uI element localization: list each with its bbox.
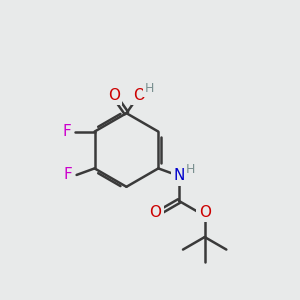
Text: O: O bbox=[149, 205, 161, 220]
Text: H: H bbox=[145, 82, 154, 95]
Text: O: O bbox=[108, 88, 120, 103]
Text: O: O bbox=[199, 205, 211, 220]
Text: F: F bbox=[63, 124, 72, 139]
Text: N: N bbox=[173, 169, 185, 184]
Text: H: H bbox=[186, 163, 195, 176]
Text: O: O bbox=[133, 88, 145, 103]
Text: F: F bbox=[64, 167, 73, 182]
